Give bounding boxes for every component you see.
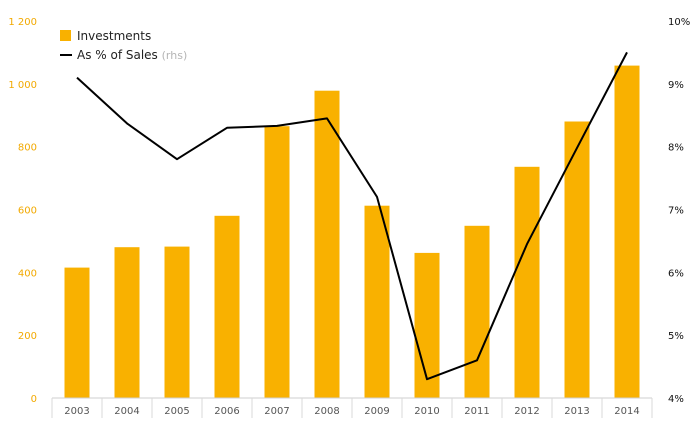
x-tick-label: 2013	[564, 406, 589, 417]
left-tick-label: 0	[31, 394, 37, 405]
sales-percent-line	[76, 51, 628, 381]
axes-group: 2003 2004 2005 2006 2007 2008 2009 2010 2011 2012…	[8, 17, 690, 418]
left-tick-label: 200	[18, 331, 37, 342]
bar-2010	[414, 252, 440, 398]
bar-2004	[114, 247, 140, 398]
bar-2008	[314, 90, 340, 398]
x-tick-label: 2012	[514, 406, 539, 417]
right-tick-label: 10%	[668, 17, 690, 28]
bar-2007	[264, 126, 290, 398]
x-tick-label: 2014	[614, 406, 639, 417]
left-tick-label: 400	[18, 268, 37, 279]
right-tick-label: 4%	[668, 394, 684, 405]
left-tick-label: 1 000	[8, 80, 37, 91]
right-tick-label: 6%	[668, 268, 684, 279]
x-tick-label: 2004	[114, 406, 139, 417]
bar-2012	[514, 166, 540, 398]
bar-2013	[564, 121, 590, 398]
left-tick-label: 1 200	[8, 17, 37, 28]
x-tick-label: 2009	[364, 406, 389, 417]
bar-2003	[64, 267, 90, 398]
x-tick-label: 2011	[464, 406, 489, 417]
bar-2009	[364, 205, 390, 398]
bar-2014	[614, 65, 640, 398]
x-tick-label: 2005	[164, 406, 189, 417]
legend: Investments As % of Sales (rhs)	[60, 29, 187, 62]
right-tick-label: 8%	[668, 143, 684, 154]
right-tick-label: 7%	[668, 206, 684, 217]
x-tick-label: 2010	[414, 406, 439, 417]
left-tick-label: 600	[18, 206, 37, 217]
legend-rhs-suffix: (rhs)	[162, 49, 188, 62]
bars-group	[64, 65, 640, 398]
x-tick-label: 2008	[314, 406, 339, 417]
legend-sales-main: As % of Sales	[77, 48, 162, 62]
right-tick-label: 9%	[668, 80, 684, 91]
x-tick-label: 2007	[264, 406, 289, 417]
bar-2005	[164, 246, 190, 398]
legend-investments-label: Investments	[77, 29, 151, 43]
x-tick-label: 2003	[64, 406, 89, 417]
legend-bar-swatch	[60, 30, 71, 41]
left-tick-label: 800	[18, 143, 37, 154]
legend-sales-label: As % of Sales (rhs)	[77, 48, 187, 62]
bar-2006	[214, 215, 240, 398]
bar-2011	[464, 225, 490, 398]
line-group	[76, 51, 628, 381]
right-tick-label: 5%	[668, 331, 684, 342]
x-tick-label: 2006	[214, 406, 239, 417]
